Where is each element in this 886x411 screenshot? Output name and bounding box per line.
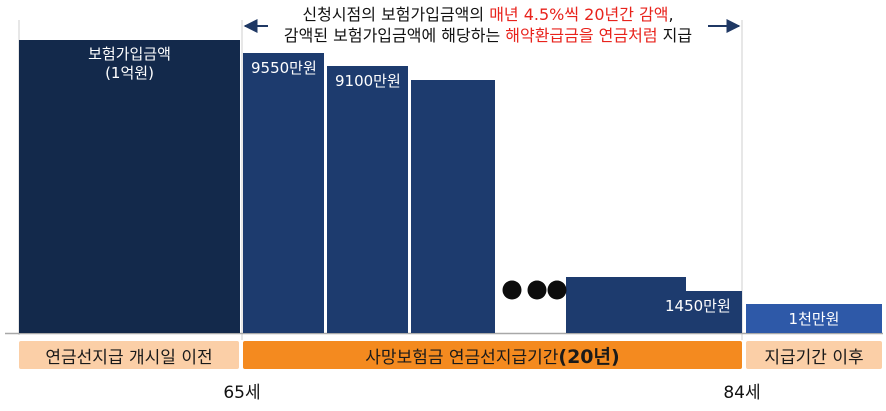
callout-line-1-text: 신청시점의 보험가입금액의 [302, 5, 490, 24]
callout-line-2-highlight: 해약환급금을 연금처럼 [505, 26, 658, 45]
callout-line-1-suffix: , [668, 5, 674, 24]
ellipsis-dot [502, 280, 522, 300]
age-end: 84세 [723, 383, 761, 403]
bar-label-after: 1천만원 [788, 310, 840, 328]
bar-after [746, 304, 882, 333]
callout-line-1-highlight: 매년 4.5%씩 20년간 감액 [489, 5, 669, 24]
ellipsis-dots [502, 280, 567, 300]
bar-label-year1: 9550만원 [251, 59, 317, 77]
bar-year3 [411, 80, 495, 333]
chart-bars [19, 40, 882, 333]
phase-after-label: 지급기간 이후 [764, 347, 864, 368]
bar-label-year2: 9100만원 [335, 72, 401, 90]
phase-before: 연금선지급 개시일 이전 [19, 341, 239, 369]
bar-label-year20: 1450만원 [665, 297, 731, 315]
ellipsis-dot [527, 280, 547, 300]
bar-label-initial-name: 보험가입금액 [88, 45, 171, 63]
callout-line-2: 감액된 보험가입금액에 해당하는 해약환급금을 연금처럼 지급 [268, 25, 708, 46]
phase-during-label: 사망보험금 연금선지급기간 [365, 347, 559, 368]
reduction-callout: 신청시점의 보험가입금액의 매년 4.5%씩 20년간 감액, 감액된 보험가입… [268, 4, 708, 48]
callout-line-1: 신청시점의 보험가입금액의 매년 4.5%씩 20년간 감액, [268, 4, 708, 25]
callout-line-2-suffix: 지급 [657, 26, 693, 45]
bar-year20 [657, 291, 742, 333]
bar-year2 [327, 66, 408, 333]
phase-during-duration: (20년) [558, 345, 620, 368]
bar-initial [19, 40, 240, 333]
phase-after: 지급기간 이후 [746, 341, 882, 369]
callout-line-2-text: 감액된 보험가입금액에 해당하는 [283, 26, 506, 45]
bar-label-initial-amount: (1억원) [105, 64, 154, 82]
bar-year1 [243, 53, 324, 333]
phase-before-label: 연금선지급 개시일 이전 [45, 347, 213, 368]
ellipsis-dot [547, 280, 567, 300]
age-start: 65세 [223, 383, 261, 403]
phase-during: 사망보험금 연금선지급기간 (20년) [243, 341, 742, 369]
